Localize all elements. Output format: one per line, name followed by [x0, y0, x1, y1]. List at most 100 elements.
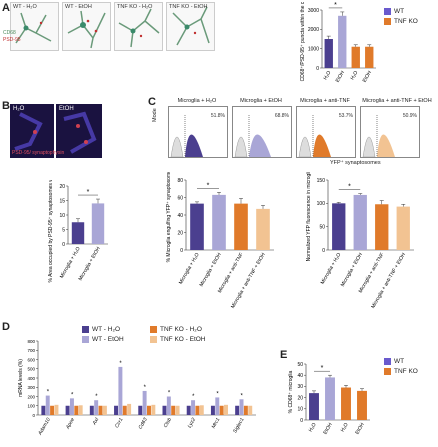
bar [102, 405, 107, 415]
category-label: Lyz2 [187, 417, 198, 429]
bar [243, 405, 248, 415]
y-tick-label: 40 [297, 373, 303, 379]
y-tick-label: 700 [27, 348, 35, 353]
stain-label-cd68: CD68 [3, 30, 16, 36]
bar [239, 399, 244, 415]
bar [351, 46, 360, 68]
category-label: Mrc1 [211, 417, 222, 430]
panel-label-e: E [280, 349, 288, 361]
panel-label-a: A [2, 2, 10, 14]
hist-xlabel: YFP⁺ synaptosomes [330, 160, 381, 166]
bar [353, 194, 367, 250]
chart-e: 0 10 20 30 40 50 H₂O EtOH H₂O EtOH % CD68⁺ microgl… [288, 362, 370, 436]
category-label: H₂O [340, 422, 350, 433]
bar [98, 405, 103, 415]
legend-swatch-wt-h2o [82, 326, 89, 333]
bar [171, 405, 176, 415]
y-tick-label: 20 [297, 395, 303, 401]
legend-swatch-tnf [384, 368, 391, 376]
bar [138, 405, 143, 415]
significance-marker: * [348, 184, 351, 191]
category-label: EtOH [322, 422, 334, 436]
bar [396, 206, 410, 250]
bar [234, 203, 248, 250]
category-label: Microglia + EtOH [199, 252, 223, 288]
bar [365, 46, 374, 68]
bar [309, 393, 319, 420]
bar [199, 405, 204, 415]
category-label: EtOH [362, 70, 374, 84]
significance-marker: * [71, 392, 74, 398]
legend-label: WT - H₂O [92, 326, 121, 334]
legend-d2: TNF KO - H₂O TNF KO - EtOH [150, 326, 206, 346]
histogram-2: 68.8% [232, 106, 292, 158]
legend-label-wt: WT [394, 358, 405, 366]
significance-marker: * [144, 385, 147, 391]
bar [235, 405, 240, 415]
y-axis-label: % Microglia engulfing YFP⁺ synaptosomes [166, 172, 172, 262]
hist-percent: 68.8% [274, 113, 289, 119]
bar [118, 366, 123, 415]
micrograph-tnf-h2o: TNF KO - H₂O [114, 2, 163, 51]
category-label: Apoe [65, 417, 77, 431]
category-label: Microglia + H₂O [178, 252, 201, 286]
image-label: TNF KO - H₂O [117, 4, 153, 10]
y-axis-label: mRNA levels (%) [18, 359, 24, 397]
y-tick-label: 30 [297, 384, 303, 390]
y-tick-label: 100 [27, 404, 35, 409]
panel-label-c: C [148, 96, 156, 108]
legend-swatch-wt [384, 358, 391, 365]
image-label: TNF KO - EtOH [169, 4, 208, 10]
y-tick-label: 60 [177, 195, 183, 201]
significance-marker: * [47, 390, 50, 396]
bar [219, 405, 224, 415]
category-label: EtOH [335, 70, 347, 84]
chart-d: 0 100 200 300 400 500 600 700 800 Adam10 * Apoe * Axl… [18, 339, 256, 437]
y-tick-label: 300 [27, 385, 35, 390]
y-tick-label: 0 [322, 248, 325, 254]
category-label: Cd63 [138, 417, 149, 431]
category-label: Microglia + EtOH [340, 252, 364, 288]
bar [191, 400, 196, 415]
legend-d: WT - H₂O WT - EtOH [82, 326, 124, 346]
y-tick-label: 15 [59, 198, 65, 204]
y-tick-label: 0 [316, 66, 319, 72]
bar [210, 405, 215, 415]
image-label: WT - H₂O [13, 4, 37, 10]
significance-marker: * [241, 393, 244, 399]
hist-title-3: Microglia + anti-TNF [300, 98, 350, 104]
bar [195, 405, 200, 415]
hist-percent: 50.9% [402, 113, 417, 119]
y-tick-label: 50 [319, 224, 325, 230]
y-tick-label: 400 [27, 376, 35, 381]
y-tick-label: 500 [27, 367, 35, 372]
image-label: H₂O [13, 106, 25, 112]
bar [324, 39, 333, 68]
bar [332, 203, 346, 250]
category-label: Microglia + H₂O [320, 252, 343, 286]
bar [78, 405, 83, 415]
bar [69, 398, 74, 415]
bar [41, 405, 46, 415]
y-tick-label: 2000 [308, 27, 319, 33]
legend-label-tnf: TNF KO [394, 368, 418, 376]
bar [338, 15, 347, 69]
y-tick-label: 1000 [308, 46, 319, 52]
bar [341, 387, 351, 420]
bar [175, 405, 180, 415]
y-tick-label: 150 [317, 178, 326, 184]
legend-swatch-wt [384, 8, 391, 15]
y-tick-label: 800 [27, 339, 35, 344]
significance-marker: * [216, 391, 219, 397]
bar [190, 203, 204, 250]
y-tick-label: 5 [62, 227, 65, 233]
legend-label: TNF KO - H₂O [160, 326, 202, 334]
image-label: EtOH [59, 106, 74, 112]
legend-e: WT TNF KO [384, 358, 418, 378]
histogram-4: 50.9% [360, 106, 420, 158]
significance-marker: * [119, 361, 122, 367]
bar [50, 405, 55, 415]
